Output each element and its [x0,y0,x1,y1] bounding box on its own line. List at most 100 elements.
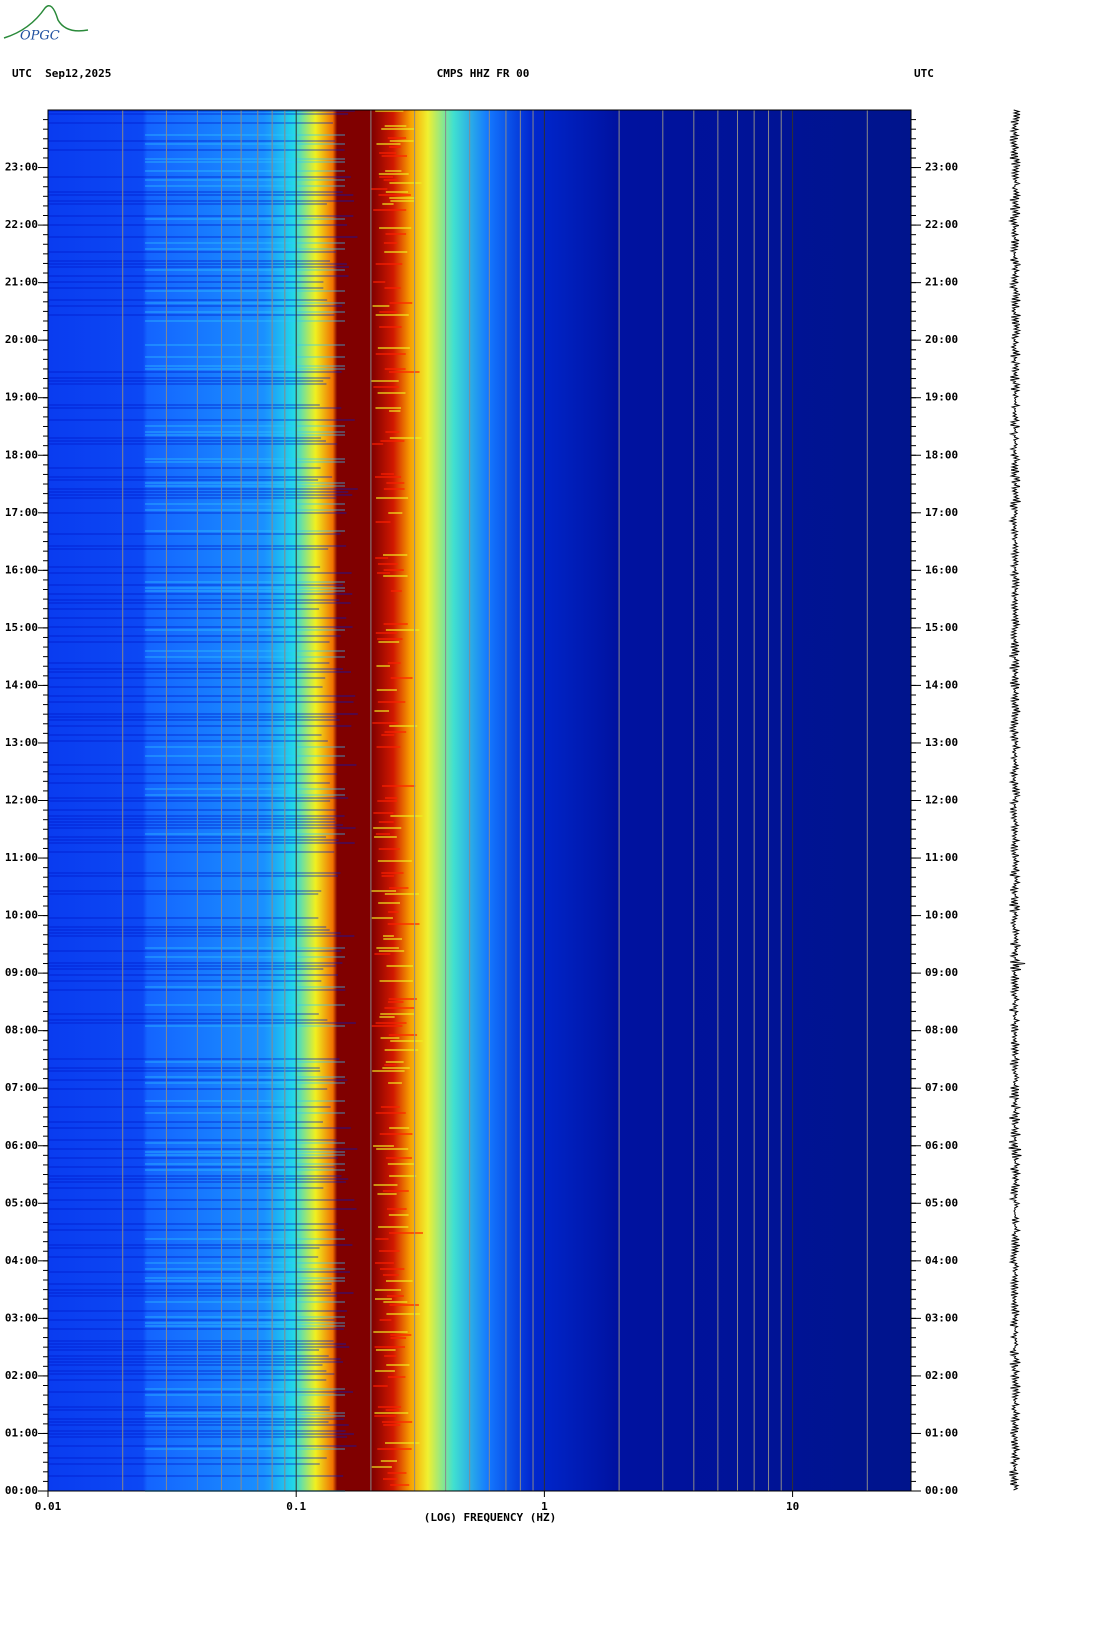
texture-stripe [145,161,345,163]
texture-stripe [48,548,329,550]
texture-stripe [48,668,343,670]
texture-stripe [377,1193,397,1195]
texture-stripe [145,431,345,433]
texture-stripe [388,512,403,514]
texture-stripe [390,1040,423,1042]
y-tick-label-right: 03:00 [925,1311,958,1324]
texture-stripe [383,569,404,571]
texture-stripe [48,1358,341,1360]
texture-stripe [385,233,407,235]
texture-stripe [48,1409,330,1411]
texture-stripe [381,1421,413,1423]
texture-stripe [145,1322,345,1324]
texture-stripe [48,950,342,952]
texture-stripe [48,497,337,499]
texture-stripe [48,440,326,442]
texture-stripe [375,110,404,112]
texture-stripe [379,1133,413,1135]
texture-stripe [382,1067,410,1069]
texture-stripe [380,1013,415,1015]
texture-stripe [384,287,401,289]
texture-stripe [389,1232,423,1234]
texture-stripe [384,797,398,799]
y-tick-label: 15:00 [5,621,38,634]
texture-stripe [145,746,345,748]
texture-stripe [386,965,414,967]
texture-stripe [383,623,408,625]
texture-stripe [48,836,327,838]
texture-stripe [48,281,324,283]
texture-stripe [381,872,404,874]
texture-stripe [371,1466,392,1468]
texture-stripe [387,1376,406,1378]
texture-stripe [48,299,328,301]
y-tick-label: 16:00 [5,563,38,576]
texture-stripe [145,1025,345,1027]
texture-stripe [379,152,397,154]
y-tick-label: 01:00 [5,1426,38,1439]
texture-stripe [385,1157,412,1159]
texture-stripe [375,1022,407,1024]
texture-stripe [380,1460,397,1462]
texture-stripe [48,479,319,481]
texture-stripe [48,686,323,688]
texture-stripe [385,431,400,433]
texture-stripe [48,980,322,982]
texture-stripe [145,134,345,136]
texture-stripe [48,893,319,895]
texture-stripe [383,938,403,940]
texture-stripe [145,320,345,322]
texture-stripe [48,1247,320,1249]
texture-stripe [48,1208,357,1210]
y-tick-label: 12:00 [5,794,38,807]
texture-stripe [389,1175,417,1177]
texture-stripe [145,356,345,358]
texture-stripe [145,629,345,631]
texture-stripe [48,1289,331,1291]
texture-stripe [375,1370,395,1372]
logo-text: OPGC [20,29,60,44]
texture-stripe [373,1145,394,1147]
texture-stripe [48,917,319,919]
texture-stripe [378,848,400,850]
texture-stripe [387,662,401,664]
y-tick-label: 09:00 [5,966,38,979]
texture-stripe [145,956,345,958]
texture-stripe [377,392,406,394]
texture-stripe [377,701,406,703]
texture-stripe [48,989,346,991]
texture-stripe [383,488,405,490]
texture-stripe [48,1070,321,1072]
texture-stripe [48,467,321,469]
y-tick-label-right: 20:00 [925,333,958,346]
texture-stripe [145,1163,345,1165]
texture-stripe [390,200,415,202]
texture-stripe [388,1034,418,1036]
texture-stripe [48,251,336,253]
texture-stripe [48,1355,329,1357]
texture-stripe [48,599,340,601]
texture-stripe [384,368,406,370]
texture-stripe [48,122,333,124]
header-right: UTC [914,67,934,80]
texture-stripe [373,1184,398,1186]
y-tick-label-right: 10:00 [925,909,958,922]
texture-stripe [48,968,324,970]
texture-stripe [371,188,388,190]
texture-stripe [390,590,402,592]
texture-stripe [48,821,336,823]
logo: OPGC [3,5,89,44]
texture-stripe [48,1148,358,1150]
texture-stripe [388,911,399,913]
texture-stripe [145,1004,345,1006]
texture-stripe [383,554,408,556]
texture-stripe [48,839,339,841]
texture-stripe [382,1190,409,1192]
texture-stripe [48,719,340,721]
texture-stripe [380,1106,400,1108]
texture-stripe [48,662,330,664]
texture-stripe [48,851,335,853]
texture-stripe [48,1292,354,1294]
texture-stripe [48,1475,344,1477]
